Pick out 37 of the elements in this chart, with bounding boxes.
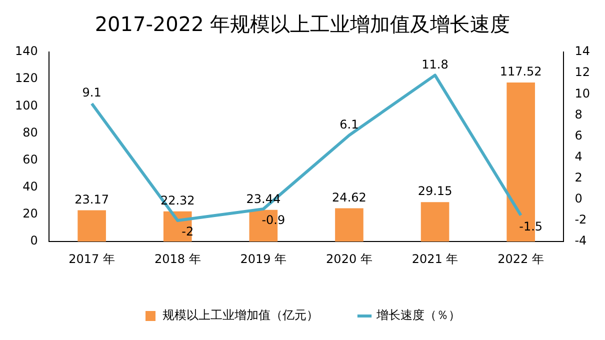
legend-label: 规模以上工业增加值（亿元） bbox=[162, 308, 318, 322]
data-label: 29.15 bbox=[418, 184, 452, 198]
data-label: 23.17 bbox=[74, 192, 109, 206]
y2-tick-label: 4 bbox=[574, 149, 582, 164]
y2-tick-label: 2 bbox=[574, 170, 582, 185]
y2-tick-label: 0 bbox=[574, 192, 582, 206]
x-tick-label: 2020 年 bbox=[326, 252, 372, 266]
y2-tick-label: -4 bbox=[574, 234, 587, 248]
data-label: 117.52 bbox=[500, 64, 542, 79]
legend-label: 增长速度（％） bbox=[376, 308, 460, 322]
data-label: 24.62 bbox=[332, 190, 366, 204]
chart-title: 2017-2022 年规模以上工业增加值及增长速度 bbox=[94, 12, 510, 36]
y-tick-label: 140 bbox=[15, 44, 38, 58]
y2-tick-label: 14 bbox=[574, 44, 590, 58]
y2-tick-label: 6 bbox=[574, 128, 582, 142]
x-tick-label: 2021 年 bbox=[412, 252, 458, 266]
bar bbox=[78, 210, 106, 242]
bar bbox=[335, 208, 364, 242]
data-label: 9.1 bbox=[82, 86, 102, 100]
y-tick-label: 120 bbox=[15, 71, 38, 86]
y-tick-label: 80 bbox=[22, 125, 38, 140]
y-tick-label: 40 bbox=[22, 180, 38, 194]
y2-tick-label: 12 bbox=[574, 65, 590, 80]
data-label: 11.8 bbox=[422, 57, 448, 72]
y-tick-label: 60 bbox=[22, 152, 38, 166]
x-tick-label: 2022 年 bbox=[498, 252, 544, 266]
x-tick-label: 2018 年 bbox=[154, 252, 201, 266]
y-tick-label: 0 bbox=[30, 234, 38, 248]
x-tick-label: 2019 年 bbox=[240, 252, 287, 266]
bar bbox=[420, 202, 450, 242]
y-tick-label: 20 bbox=[22, 206, 38, 221]
y2-tick-label: 10 bbox=[574, 86, 590, 100]
y2-tick-label: -2 bbox=[574, 212, 587, 227]
data-label: 6.1 bbox=[340, 117, 359, 132]
x-tick-label: 2017 年 bbox=[68, 252, 115, 266]
y2-tick-label: 8 bbox=[574, 107, 582, 122]
y-tick-label: 100 bbox=[15, 98, 38, 112]
